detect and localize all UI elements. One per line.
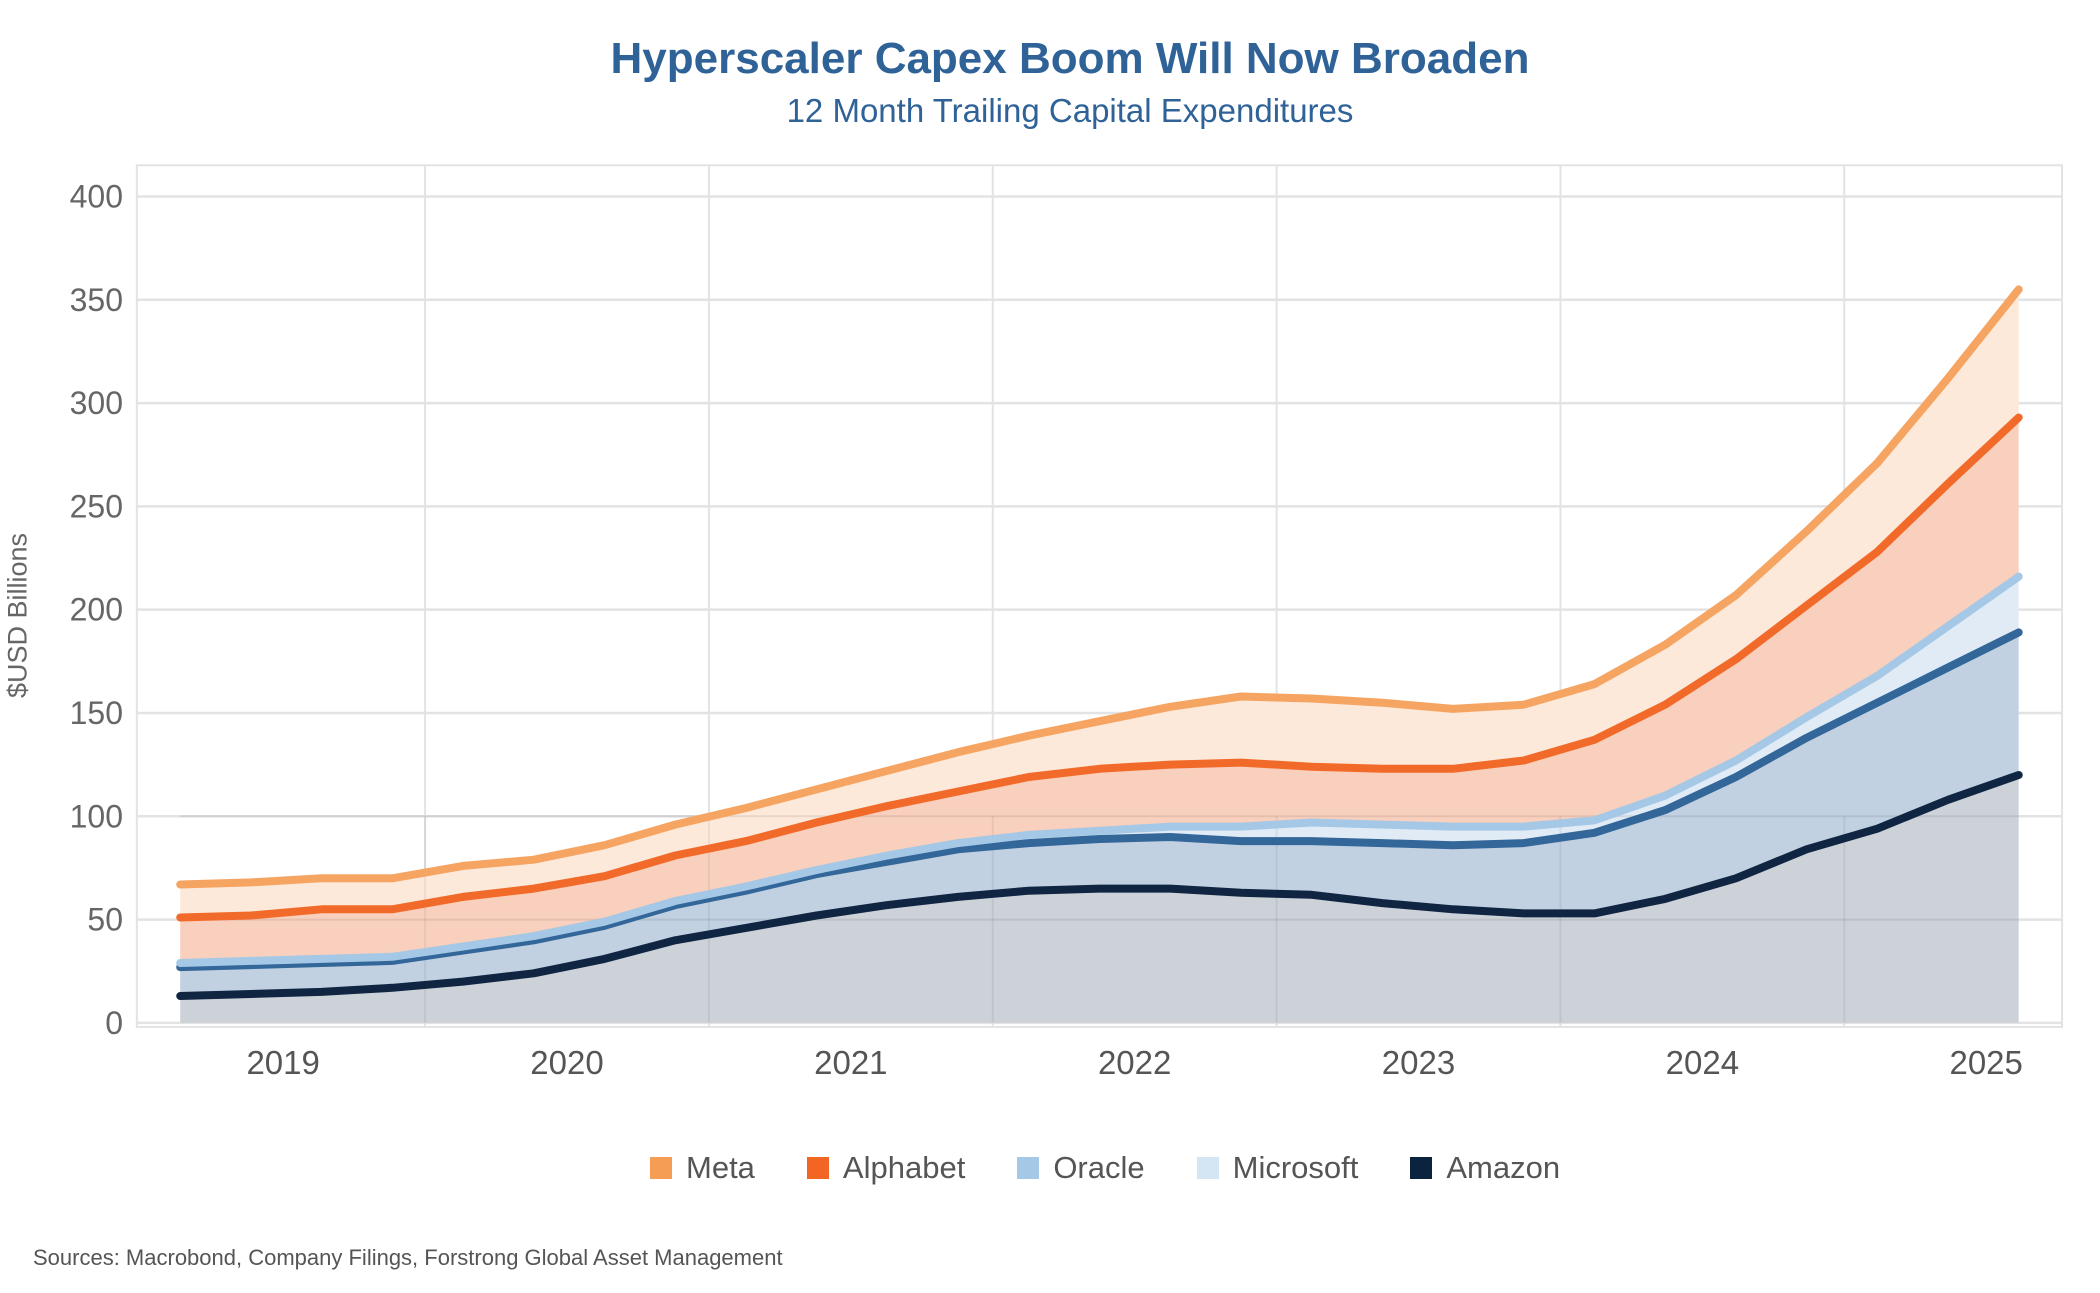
area-band-microsoft: [180, 632, 2019, 996]
legend-swatch-amazon: [1410, 1157, 1433, 1179]
series-line-alphabet: [176, 413, 2023, 922]
source-note: Sources: Macrobond, Company Filings, For…: [33, 1245, 783, 1270]
series-lines: [176, 285, 2023, 1000]
series-line-oracle: [176, 572, 2023, 967]
legend-swatch-alphabet: [806, 1157, 829, 1179]
legend-item-microsoft[interactable]: Microsoft: [1196, 1150, 1359, 1186]
y-tick-label: 200: [70, 592, 123, 628]
x-tick-label: 2025: [1949, 1044, 2022, 1081]
legend-label-oracle: Oracle: [1053, 1150, 1145, 1185]
legend-swatch-microsoft: [1196, 1157, 1219, 1179]
chart-title: Hyperscaler Capex Boom Will Now Broaden: [610, 34, 1530, 83]
y-tick-label: 350: [70, 282, 123, 318]
legend-item-amazon[interactable]: Amazon: [1410, 1150, 1560, 1186]
y-tick-label: 300: [70, 385, 123, 421]
area-band-amazon: [180, 775, 2019, 1023]
y-tick-label: 250: [70, 488, 123, 524]
series-line-amazon: [176, 771, 2023, 1000]
y-axis-label: $USD Billions: [2, 532, 33, 699]
legend-item-oracle[interactable]: Oracle: [1017, 1150, 1145, 1186]
legend-item-meta[interactable]: Meta: [650, 1150, 755, 1186]
y-tick-label: 0: [105, 1005, 123, 1041]
y-tick-label: 150: [70, 695, 123, 731]
legend-label-alphabet: Alphabet: [842, 1150, 966, 1185]
legend-label-microsoft: Microsoft: [1232, 1150, 1359, 1185]
area-bands: [180, 289, 2019, 1023]
legend-item-alphabet[interactable]: Alphabet: [806, 1150, 966, 1186]
y-tick-label: 100: [70, 798, 123, 834]
series-line-microsoft: [176, 628, 2023, 972]
y-tick-label: 50: [87, 902, 123, 938]
x-tick-label: 2024: [1666, 1044, 1739, 1081]
chart-subtitle: 12 Month Trailing Capital Expenditures: [786, 92, 1354, 129]
x-tick-label: 2019: [246, 1044, 319, 1081]
legend-label-meta: Meta: [686, 1150, 755, 1185]
legend-swatch-oracle: [1017, 1157, 1040, 1179]
legend-swatch-meta: [650, 1157, 672, 1179]
legend: Meta Alphabet Oracle Microsoft Amazon: [650, 1150, 1612, 1186]
x-tick-label: 2020: [530, 1044, 603, 1081]
series-line-meta: [176, 285, 2023, 889]
legend-label-amazon: Amazon: [1446, 1150, 1561, 1185]
y-tick-label: 400: [70, 178, 123, 214]
x-axis-ticks: 2019 2020 2021 2022 2023 2024 2025: [246, 1044, 2022, 1081]
x-tick-label: 2023: [1382, 1044, 1455, 1081]
x-tick-label: 2022: [1098, 1044, 1171, 1081]
y-axis-ticks: 0 50 100 150 200 250 300 350 400: [70, 178, 123, 1040]
x-tick-label: 2021: [814, 1044, 887, 1081]
plot-frame: [135, 164, 2064, 1028]
